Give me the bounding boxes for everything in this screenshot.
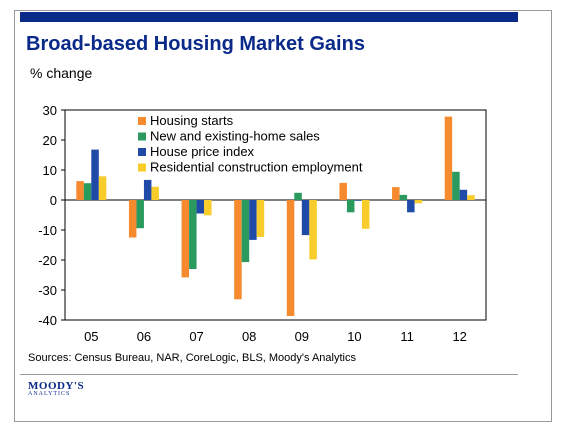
bar-house-price-index-09 <box>301 200 310 236</box>
bottom-divider <box>20 374 518 375</box>
bar-new-and-existing-home-sales-09 <box>294 192 302 200</box>
bar-new-and-existing-home-sales-07 <box>189 200 197 269</box>
y-tick-label: -20 <box>38 253 57 268</box>
bar-housing-starts-10 <box>339 182 347 200</box>
logo-subtitle: ANALYTICS <box>28 391 71 397</box>
bar-house-price-index-06 <box>143 179 152 200</box>
plot-area-frame <box>64 109 487 321</box>
bar-residential-construction-employment-09 <box>309 200 317 260</box>
bar-house-price-index-08 <box>249 200 257 240</box>
bar-new-and-existing-home-sales-11 <box>399 194 408 200</box>
bar-housing-starts-06 <box>128 200 137 238</box>
logo-name: MOODY'S <box>28 380 85 392</box>
bar-residential-construction-employment-06 <box>151 186 159 200</box>
bar-residential-construction-employment-08 <box>256 200 265 237</box>
y-tick-label: -30 <box>38 283 57 298</box>
y-axis-unit-label: % change <box>30 65 93 81</box>
bar-house-price-index-07 <box>196 200 205 214</box>
legend-swatch <box>138 163 146 172</box>
y-tick-label: 20 <box>43 133 57 148</box>
x-tick-label: 11 <box>400 329 414 344</box>
bar-residential-construction-employment-10 <box>361 200 370 229</box>
x-tick-label: 05 <box>84 329 98 344</box>
y-tick-label: -10 <box>38 223 57 238</box>
legend-swatch <box>138 148 146 156</box>
y-tick-label: 30 <box>43 103 57 118</box>
legend-swatch <box>138 132 146 141</box>
bar-residential-construction-employment-11 <box>414 200 423 204</box>
x-tick-label: 08 <box>242 329 256 344</box>
bar-house-price-index-05 <box>91 149 99 200</box>
bar-housing-starts-12 <box>444 116 453 200</box>
legend-label: House price index <box>150 144 255 159</box>
bar-housing-starts-08 <box>234 200 242 300</box>
bar-house-price-index-11 <box>407 200 415 213</box>
y-tick-label: 10 <box>43 163 57 178</box>
bar-housing-starts-07 <box>181 200 190 278</box>
x-tick-label: 09 <box>295 329 309 344</box>
moodys-analytics-logo: MOODY'S ANALYTICS <box>28 380 84 397</box>
x-tick-label: 10 <box>347 329 361 344</box>
bar-new-and-existing-home-sales-05 <box>83 183 92 200</box>
x-tick-label: 06 <box>137 329 151 344</box>
slide-frame <box>14 10 552 422</box>
bar-new-and-existing-home-sales-06 <box>136 200 144 229</box>
y-tick-label: 0 <box>50 193 57 208</box>
bar-residential-construction-employment-07 <box>204 200 212 216</box>
source-note: Sources: Census Bureau, NAR, CoreLogic, … <box>28 352 356 364</box>
bar-residential-construction-employment-05 <box>98 176 107 200</box>
y-tick-label: -40 <box>38 313 57 328</box>
bar-housing-starts-05 <box>76 181 84 200</box>
bar-house-price-index-10 <box>354 200 362 201</box>
bar-new-and-existing-home-sales-08 <box>241 200 250 263</box>
chart-title: Broad-based Housing Market Gains <box>26 33 365 55</box>
top-accent-bar <box>20 12 518 22</box>
bar-house-price-index-12 <box>459 189 468 200</box>
legend-label: Housing starts <box>150 113 234 128</box>
legend-swatch <box>138 117 146 125</box>
legend-label: Residential construction employment <box>150 160 363 175</box>
bar-housing-starts-11 <box>392 187 400 200</box>
x-tick-label: 12 <box>452 329 466 344</box>
bar-housing-starts-09 <box>286 200 295 317</box>
legend-label: New and existing-home sales <box>150 129 320 144</box>
bar-new-and-existing-home-sales-10 <box>346 200 355 213</box>
bar-new-and-existing-home-sales-12 <box>452 171 460 200</box>
bar-residential-construction-employment-12 <box>467 195 475 200</box>
x-tick-label: 07 <box>189 329 203 344</box>
